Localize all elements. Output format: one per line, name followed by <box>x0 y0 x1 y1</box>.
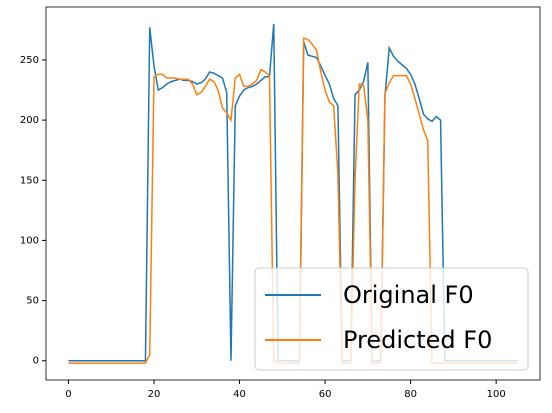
y-tick-label: 0 <box>33 356 39 367</box>
legend-label: Original F0 <box>343 281 474 309</box>
x-tick-label: 100 <box>487 389 506 400</box>
legend: Original F0 Predicted F0 <box>254 267 529 371</box>
x-tick-label: 20 <box>148 389 161 400</box>
x-tick-label: 40 <box>233 389 246 400</box>
legend-frame <box>254 267 529 371</box>
y-tick-label: 150 <box>20 175 39 186</box>
legend-label: Predicted F0 <box>343 326 492 354</box>
y-tick-label: 200 <box>20 115 39 126</box>
y-tick-label: 50 <box>26 296 39 307</box>
x-tick-label: 80 <box>404 389 417 400</box>
x-tick-label: 60 <box>319 389 332 400</box>
x-tick-label: 0 <box>65 389 71 400</box>
plot-frame <box>45 6 541 381</box>
y-tick-label: 100 <box>20 235 39 246</box>
y-tick-label: 250 <box>20 55 39 66</box>
